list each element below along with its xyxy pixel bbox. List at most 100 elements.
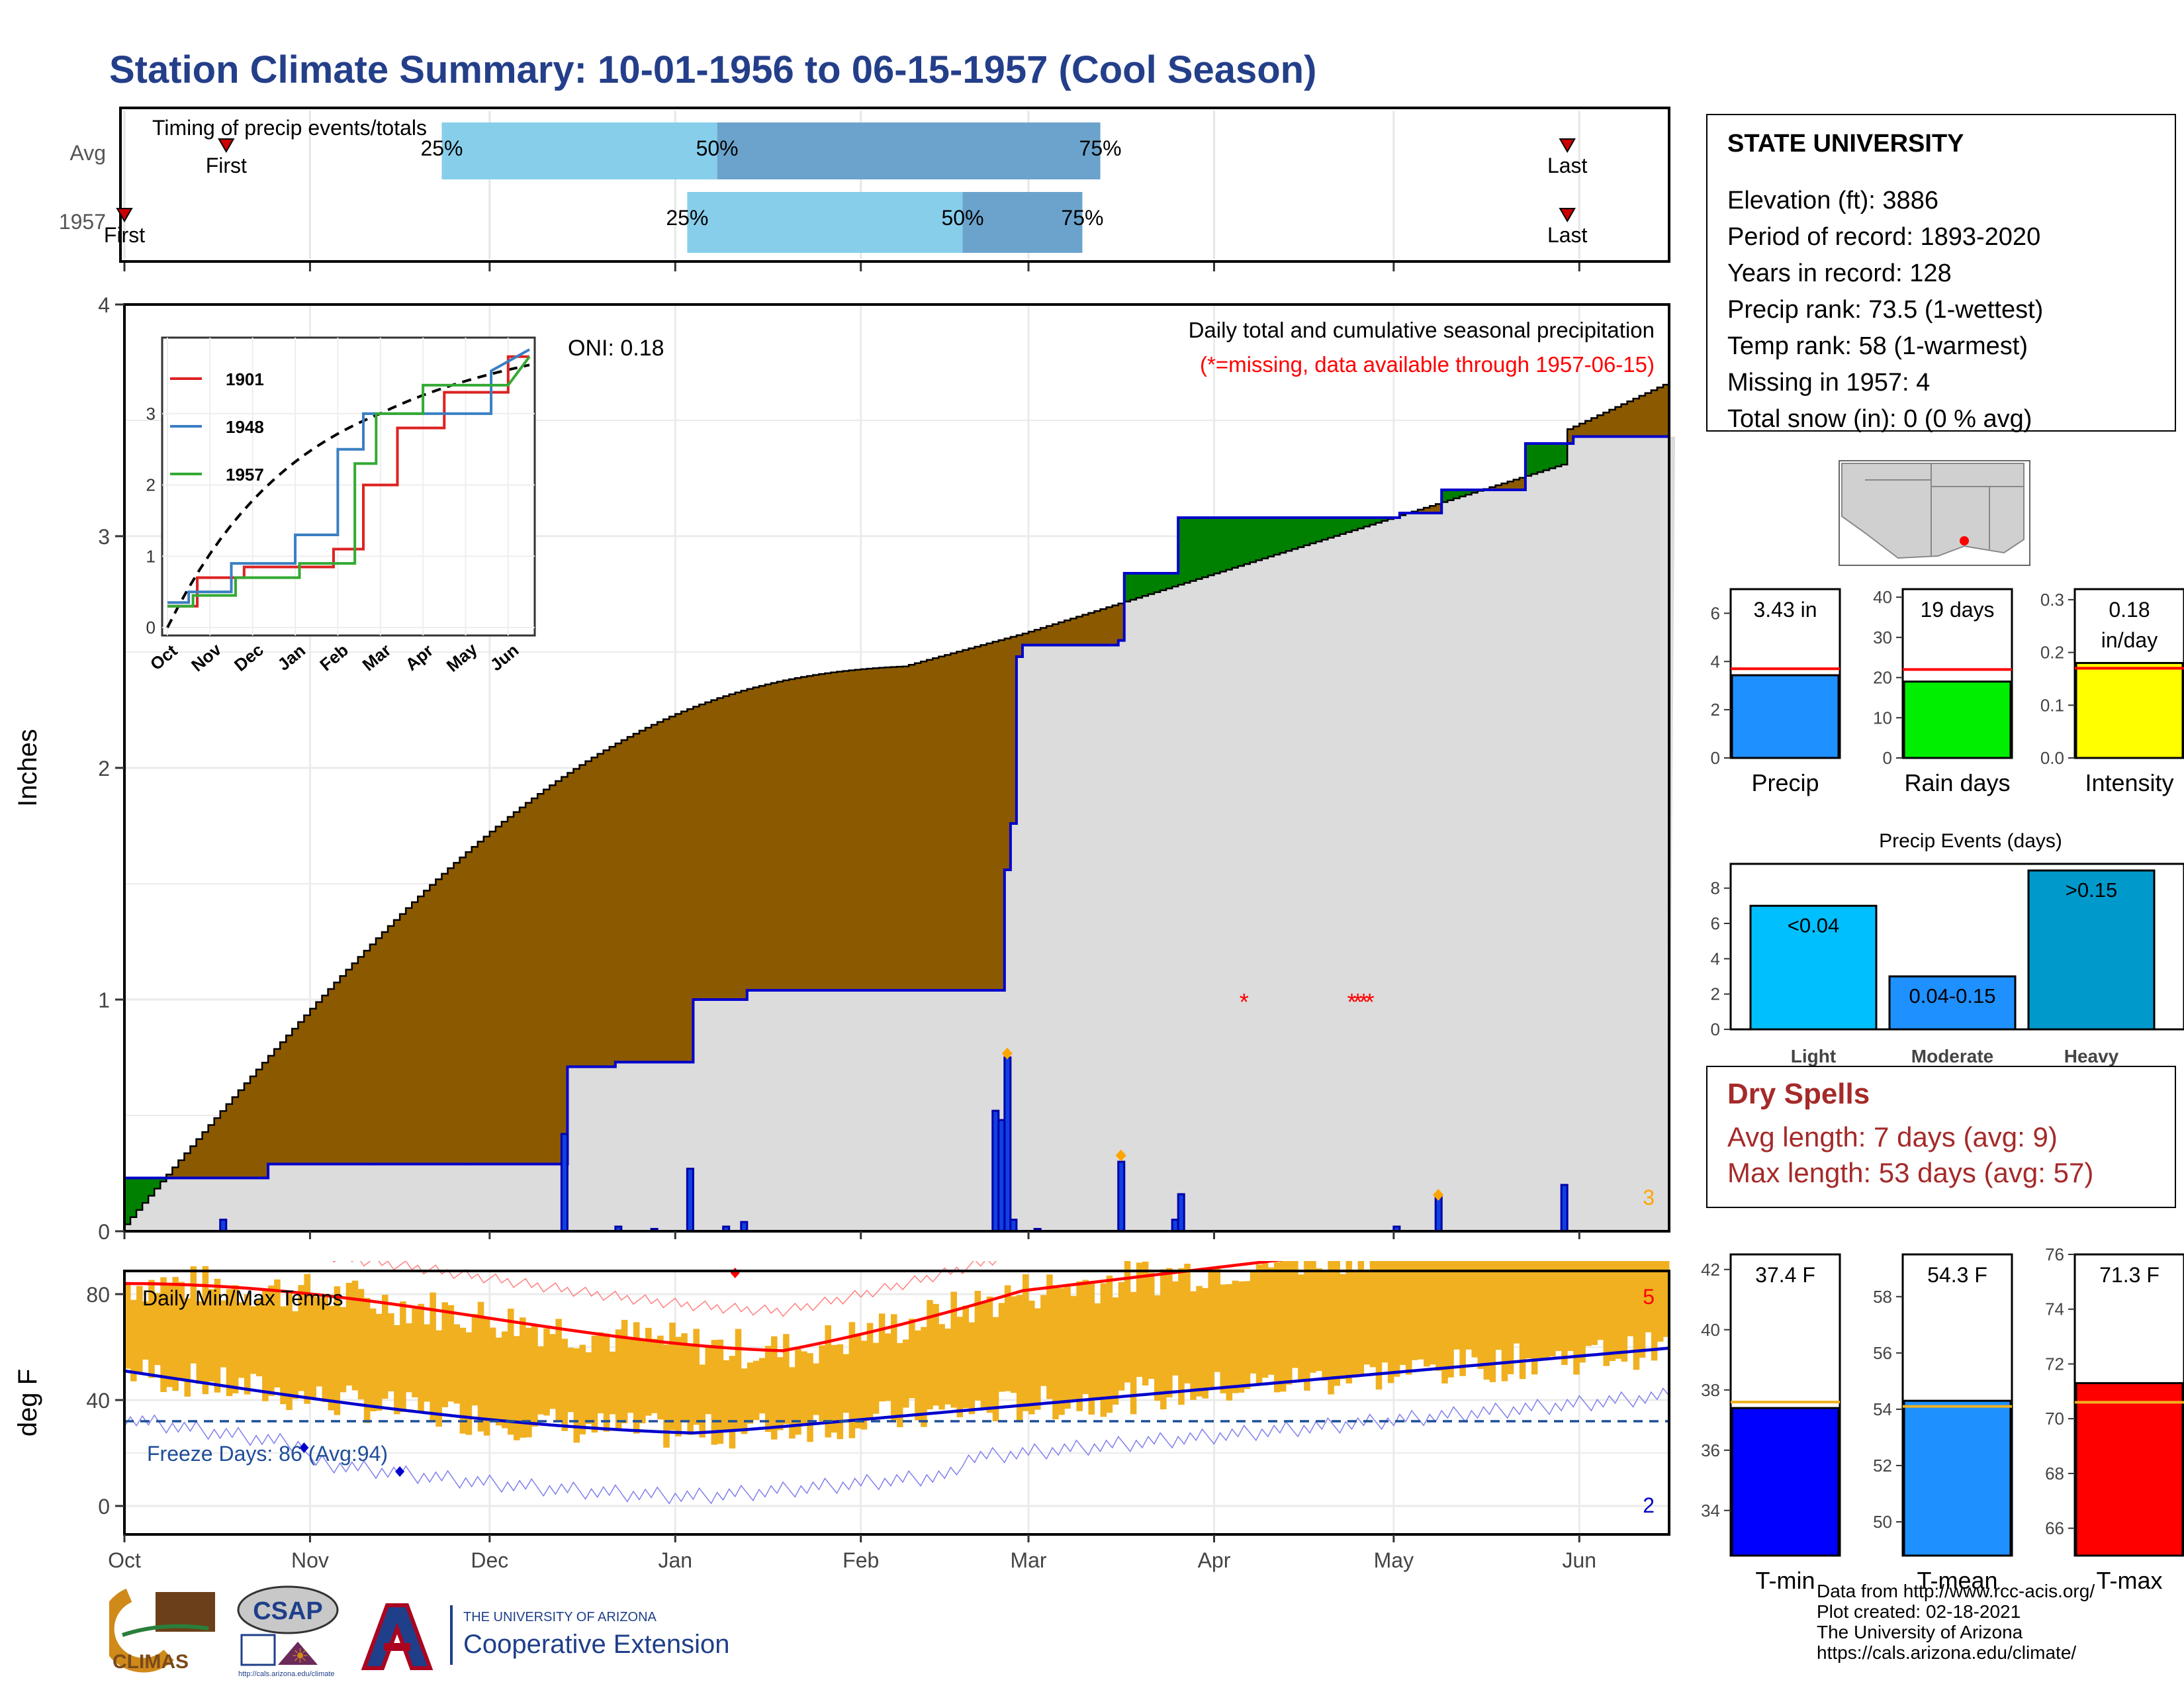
daily-temp-bar [884,1333,891,1401]
deficit-column [543,789,550,1164]
surplus-column [1286,518,1293,551]
daily-temp-bar [1591,1261,1598,1345]
surplus-column [1298,518,1304,547]
daily-temp-bar [447,1305,455,1402]
daily-temp-bar [1621,1261,1628,1362]
daily-temp-bar [1322,1272,1328,1381]
deficit-column [1615,406,1622,437]
daily-temp-bar [1052,1285,1059,1420]
deficit-column [369,944,377,1164]
daily-temp-bar [1196,1286,1203,1397]
daily-temp-bar [962,1305,970,1409]
daily-temp-bar [214,1278,221,1393]
inset-ytick-label: 0 [146,618,156,637]
deficit-column [927,659,933,990]
daily-temp-bar [1645,1261,1652,1333]
deficit-column [166,1174,173,1178]
daily-temp-bar [394,1325,400,1415]
summary-ytick-label: 38 [1701,1380,1720,1400]
summary-ytick-label: 66 [2045,1519,2064,1538]
daily-temp-bar [1028,1300,1035,1415]
daily-temp-bar [226,1289,233,1397]
summary-value-label: 0.18 [2109,598,2150,622]
timing-last-marker [1559,208,1576,222]
timing-first-label: First [206,154,247,177]
deficit-column [807,676,813,990]
deficit-column [1088,612,1095,645]
deficit-column [639,730,646,1062]
deficit-column [956,651,964,990]
timing-first-marker [218,138,235,153]
deficit-column [825,673,832,990]
station-name: STATE UNIVERSITY [1727,130,1964,158]
daily-temp-bar [262,1290,269,1401]
deficit-column [801,677,807,990]
missing-day-marker: * [1347,988,1357,1015]
deficit-column [1040,628,1047,645]
credits: Data from http://www.rcc-acis.org/ Plot … [1817,1581,2095,1663]
daily-temp-bar [687,1344,694,1435]
inset-series-1948 [167,348,530,604]
daily-temp-bar [1567,1261,1574,1351]
daily-temp-bar [351,1280,359,1391]
daily-temp-bar [1292,1261,1298,1368]
summary-category-label: T-mean [1917,1567,1997,1589]
daily-temp-bar [747,1362,754,1424]
credit-university: The University of Arizona [1817,1622,2023,1642]
daily-temp-bar [1112,1297,1119,1405]
csap-logo-url: http://cals.arizona.edu/climate [238,1670,335,1678]
events-ytick-label: 6 [1711,914,1720,933]
deficit-column [1100,609,1107,645]
daily-temp-bar [525,1327,532,1438]
daily-temp-bar [304,1274,310,1404]
summary-value-label: 54.3 F [1927,1263,1987,1287]
deficit-column [764,684,772,990]
temp-count-max: 5 [1643,1285,1655,1309]
climas-logo-text: CLIMAS [113,1651,189,1673]
summary-bar-Intensity [2075,662,2184,759]
inset-ytick-label: 1 [146,546,156,566]
deficit-column [645,727,652,1062]
record-min-marker [299,1442,309,1453]
surplus-column [1471,490,1479,493]
daily-temp-bar [1525,1261,1532,1359]
deficit-column [1112,605,1119,645]
deficit-column [388,925,394,1164]
daily-temp-bar [1543,1261,1550,1360]
daily-temp-bar [1597,1261,1604,1340]
csap-logo-text: CSAP [253,1597,323,1625]
daily-temp-bar [154,1293,161,1366]
summary-ytick-label: 10 [1873,708,1892,727]
daily-temp-bar [1130,1291,1137,1415]
daily-temp-bar [1286,1261,1293,1385]
inset-ytick-label: 2 [146,475,156,495]
deficit-column [866,669,874,990]
surplus-column [1441,490,1448,502]
timing-title: Timing of precip events/totals [152,116,427,140]
daily-temp-bar [915,1330,921,1421]
summary-bar-T-max [2075,1382,2184,1557]
inset-average-line [166,363,530,628]
deficit-column [884,667,891,990]
deficit-column [1058,622,1065,645]
deficit-column [1022,633,1029,645]
deficit-column [418,896,424,1164]
deficit-column [609,747,616,1067]
surplus-column [1549,444,1556,469]
surplus-column [1357,518,1365,529]
timing-row-label-avg: Avg [69,141,106,165]
daily-temp-bar [1255,1264,1263,1384]
daily-temp-bar [345,1282,353,1386]
deficit-column [741,690,748,1000]
timing-bar-q2 [687,192,963,253]
daily-temp-bar [1657,1261,1664,1342]
record-day-marker [1115,1149,1126,1162]
surplus-column [1345,518,1353,532]
daily-temp-bar [1477,1261,1484,1370]
deficit-column [453,863,461,1164]
summary-category-label: T-max [2096,1567,2162,1589]
daily-temp-bar [1250,1271,1257,1374]
daily-temp-bar [375,1313,383,1411]
deficit-column [752,687,760,990]
